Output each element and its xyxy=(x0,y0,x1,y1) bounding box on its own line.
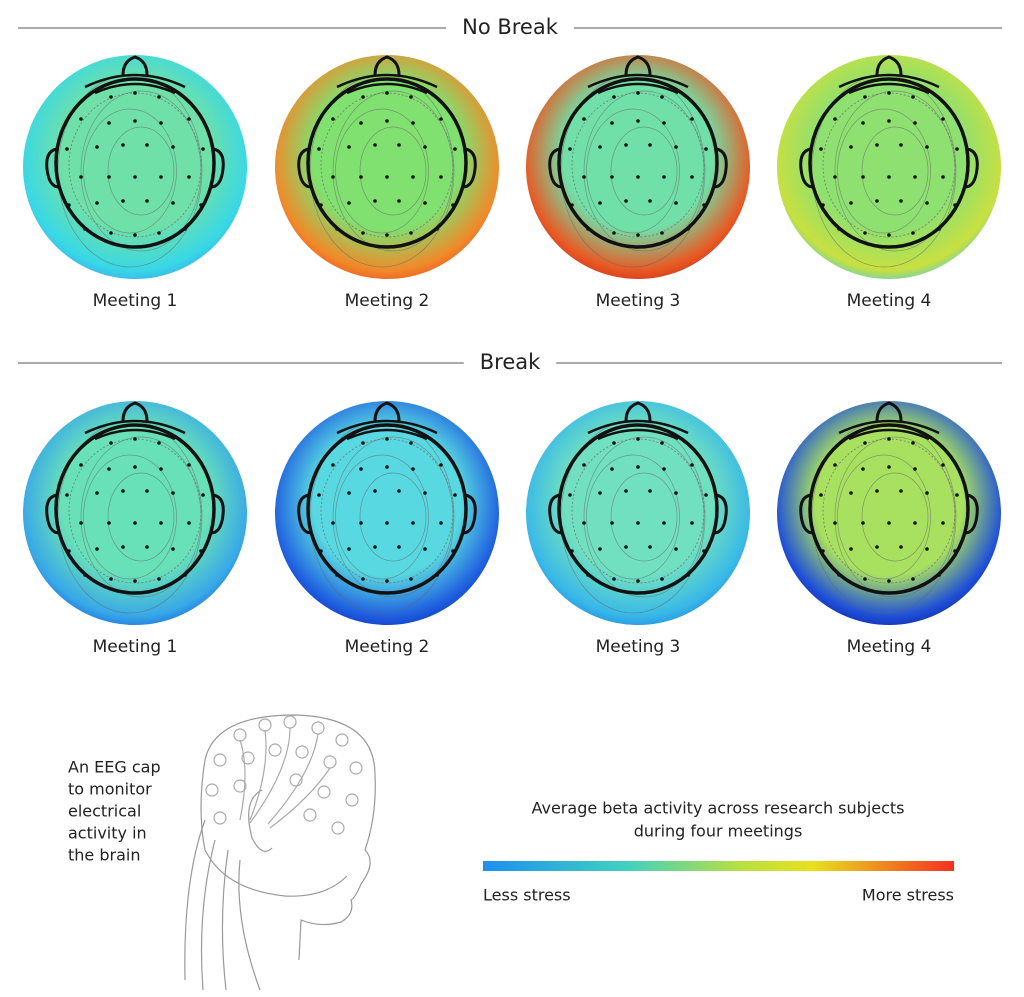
contour xyxy=(83,108,177,234)
color-scale xyxy=(483,861,954,871)
map-label: Meeting 1 xyxy=(93,291,178,311)
topomap xyxy=(777,55,1001,279)
topomap xyxy=(777,401,1001,625)
cap-caption: electrical xyxy=(68,802,141,821)
map-label: Meeting 2 xyxy=(345,637,430,657)
contour xyxy=(335,454,429,580)
contour xyxy=(80,90,202,252)
contour xyxy=(837,108,931,234)
contour xyxy=(335,108,429,234)
map-label: Meeting 1 xyxy=(93,637,178,657)
contour xyxy=(861,472,929,562)
contour xyxy=(83,454,177,580)
eeg-cap-illustration xyxy=(184,714,376,991)
contour xyxy=(586,454,680,580)
topomap xyxy=(526,55,750,279)
section-title: Break xyxy=(480,350,541,374)
contour xyxy=(834,436,956,598)
map-label: Meeting 4 xyxy=(847,291,932,311)
contour xyxy=(834,90,956,252)
legend-low: Less stress xyxy=(483,886,571,905)
legend-high: More stress xyxy=(862,886,954,905)
topomap xyxy=(275,55,499,279)
legend: Average beta activity across research su… xyxy=(483,799,954,905)
contour xyxy=(332,436,454,598)
cap-caption: activity in xyxy=(68,824,147,843)
cap-caption: An EEG cap xyxy=(68,758,161,777)
contour xyxy=(583,90,705,252)
contour xyxy=(107,126,175,216)
contour xyxy=(583,436,705,598)
topomap xyxy=(275,401,499,625)
contour xyxy=(359,126,427,216)
contour xyxy=(107,472,175,562)
map-label: Meeting 4 xyxy=(847,637,932,657)
contour xyxy=(332,90,454,252)
topomap xyxy=(526,401,750,625)
topomap xyxy=(23,401,247,625)
contour xyxy=(586,108,680,234)
cap-caption: the brain xyxy=(68,846,140,865)
contour xyxy=(610,472,678,562)
cap-caption: to monitor xyxy=(68,780,152,799)
contour xyxy=(837,454,931,580)
legend-title: Average beta activity across research su… xyxy=(531,799,904,818)
map-label: Meeting 3 xyxy=(596,637,681,657)
topomap xyxy=(23,55,247,279)
legend-title: during four meetings xyxy=(634,822,803,841)
contour xyxy=(610,126,678,216)
map-label: Meeting 2 xyxy=(345,291,430,311)
map-label: Meeting 3 xyxy=(596,291,681,311)
contour xyxy=(359,472,427,562)
contour xyxy=(861,126,929,216)
section-title: No Break xyxy=(462,15,559,39)
contour xyxy=(80,436,202,598)
